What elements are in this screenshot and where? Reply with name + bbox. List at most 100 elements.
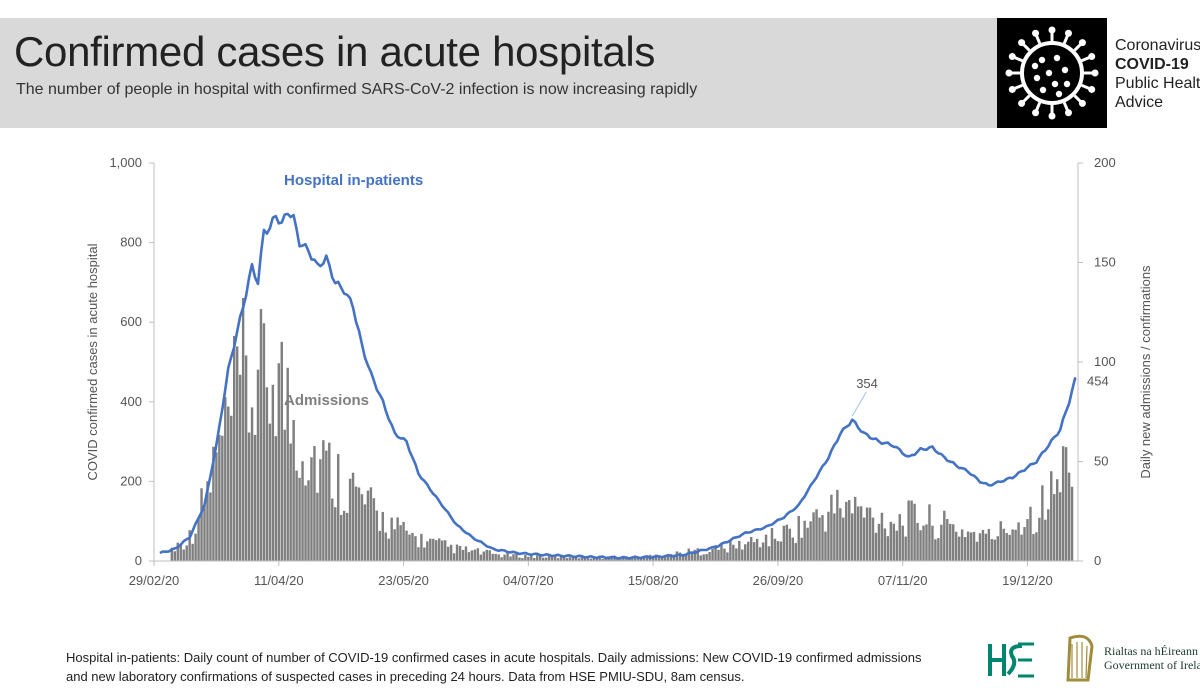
admissions-bar bbox=[946, 519, 949, 561]
admissions-bar bbox=[547, 554, 551, 561]
admissions-bar bbox=[868, 507, 872, 561]
admissions-bar bbox=[1005, 533, 1008, 561]
admissions-bar bbox=[203, 504, 206, 561]
peak-callout-line bbox=[851, 391, 867, 417]
admissions-bar bbox=[681, 556, 685, 561]
admissions-bar bbox=[1026, 519, 1029, 561]
admissions-bar bbox=[524, 554, 527, 561]
admissions-bar bbox=[247, 432, 251, 561]
admissions-bar bbox=[877, 523, 881, 561]
right-tick-label: 150 bbox=[1094, 255, 1116, 270]
admissions-bar bbox=[369, 487, 373, 561]
admissions-bar bbox=[185, 545, 188, 561]
admissions-bar bbox=[889, 521, 893, 561]
admissions-bar bbox=[536, 555, 539, 561]
admissions-bar bbox=[334, 507, 337, 561]
admissions-bar bbox=[1038, 517, 1041, 561]
in-patients-label: Hospital in-patients bbox=[284, 172, 423, 189]
admissions-bar bbox=[556, 558, 560, 561]
admissions-bar bbox=[574, 557, 578, 561]
admissions-bar bbox=[494, 553, 497, 561]
admissions-bar bbox=[940, 524, 943, 561]
header-banner: Confirmed cases in acute hospitals The n… bbox=[0, 18, 1200, 128]
admissions-bar bbox=[1050, 471, 1053, 561]
admissions-bar bbox=[960, 529, 964, 561]
admissions-bar bbox=[467, 552, 471, 561]
admissions-bar bbox=[541, 557, 545, 561]
admissions-bar bbox=[458, 545, 462, 561]
admissions-bar bbox=[485, 549, 488, 561]
admissions-bar bbox=[999, 521, 1002, 561]
admissions-bar bbox=[348, 478, 352, 561]
admissions-bar bbox=[886, 536, 890, 561]
admissions-bar bbox=[253, 435, 257, 561]
admissions-bar bbox=[931, 525, 934, 561]
coronavirus-icon bbox=[997, 18, 1107, 128]
admissions-bar bbox=[515, 553, 518, 561]
admissions-bar bbox=[215, 452, 218, 561]
admissions-bar bbox=[455, 544, 459, 561]
admissions-bar bbox=[969, 532, 973, 561]
admissions-bar bbox=[898, 514, 901, 561]
footer-note: Hospital in-patients: Daily count of num… bbox=[66, 650, 922, 684]
admissions-bar bbox=[758, 547, 762, 561]
admissions-bar bbox=[360, 494, 364, 561]
admissions-bar bbox=[277, 363, 281, 561]
admissions-bar bbox=[452, 553, 456, 561]
admissions-bar bbox=[230, 415, 233, 561]
admissions-bar bbox=[307, 480, 310, 561]
page-subtitle: The number of people in hospital with co… bbox=[16, 81, 698, 98]
admissions-bar bbox=[443, 540, 447, 561]
admissions-bar bbox=[1047, 509, 1050, 561]
admissions-bar bbox=[568, 557, 572, 561]
admissions-bars bbox=[170, 297, 1074, 561]
admissions-bar bbox=[328, 442, 331, 561]
left-tick-label: 600 bbox=[120, 314, 142, 329]
admissions-bar bbox=[987, 528, 991, 561]
admissions-bar bbox=[420, 533, 423, 561]
x-tick-label: 07/11/20 bbox=[878, 573, 928, 588]
admissions-bar bbox=[830, 494, 833, 561]
gov-line-1: Rialtas na hÉireann bbox=[1104, 644, 1198, 658]
admissions-bar bbox=[755, 538, 759, 561]
admissions-bar bbox=[895, 530, 898, 561]
admissions-bar bbox=[916, 522, 919, 561]
admissions-bar bbox=[241, 297, 245, 561]
admissions-bar bbox=[206, 481, 209, 561]
admissions-bar bbox=[461, 549, 465, 561]
admissions-bar bbox=[322, 440, 325, 561]
admissions-bar bbox=[577, 558, 581, 561]
admissions-bar bbox=[767, 546, 771, 561]
admissions-bar bbox=[663, 556, 667, 561]
admissions-bar bbox=[669, 554, 673, 561]
admissions-bar bbox=[880, 512, 884, 561]
covid-badge: Coronavirus COVID-19 Public Health Advic… bbox=[997, 18, 1200, 128]
admissions-bar bbox=[390, 517, 393, 561]
admissions-bar bbox=[1053, 494, 1056, 561]
gov-text: Rialtas na hÉireann Government of Irelan… bbox=[1104, 644, 1200, 672]
hse-logo bbox=[988, 640, 1036, 680]
admissions-bar bbox=[429, 538, 432, 561]
admissions-bar bbox=[937, 538, 940, 561]
left-tick-label: 1,000 bbox=[109, 155, 142, 170]
admissions-bar bbox=[836, 489, 839, 561]
admissions-bar bbox=[711, 548, 714, 561]
admissions-bar bbox=[586, 558, 589, 561]
admissions-bar bbox=[426, 541, 429, 561]
admissions-bar bbox=[283, 429, 286, 561]
admissions-bar bbox=[188, 530, 191, 561]
left-tick-label: 0 bbox=[135, 553, 142, 568]
admissions-bar bbox=[544, 557, 548, 561]
admissions-bar bbox=[301, 461, 304, 561]
admissions-bar bbox=[785, 524, 789, 561]
left-tick-label: 400 bbox=[120, 394, 142, 409]
badge-line-3: Public Health bbox=[1115, 75, 1200, 92]
admissions-bar bbox=[209, 492, 212, 561]
admissions-bar bbox=[387, 538, 390, 561]
admissions-bar bbox=[503, 554, 506, 561]
x-tick-label: 26/09/20 bbox=[753, 573, 804, 588]
admissions-bar bbox=[1061, 446, 1065, 561]
admissions-bar bbox=[904, 536, 907, 561]
admissions-bar bbox=[1067, 472, 1071, 561]
left-tick-label: 800 bbox=[120, 235, 142, 250]
